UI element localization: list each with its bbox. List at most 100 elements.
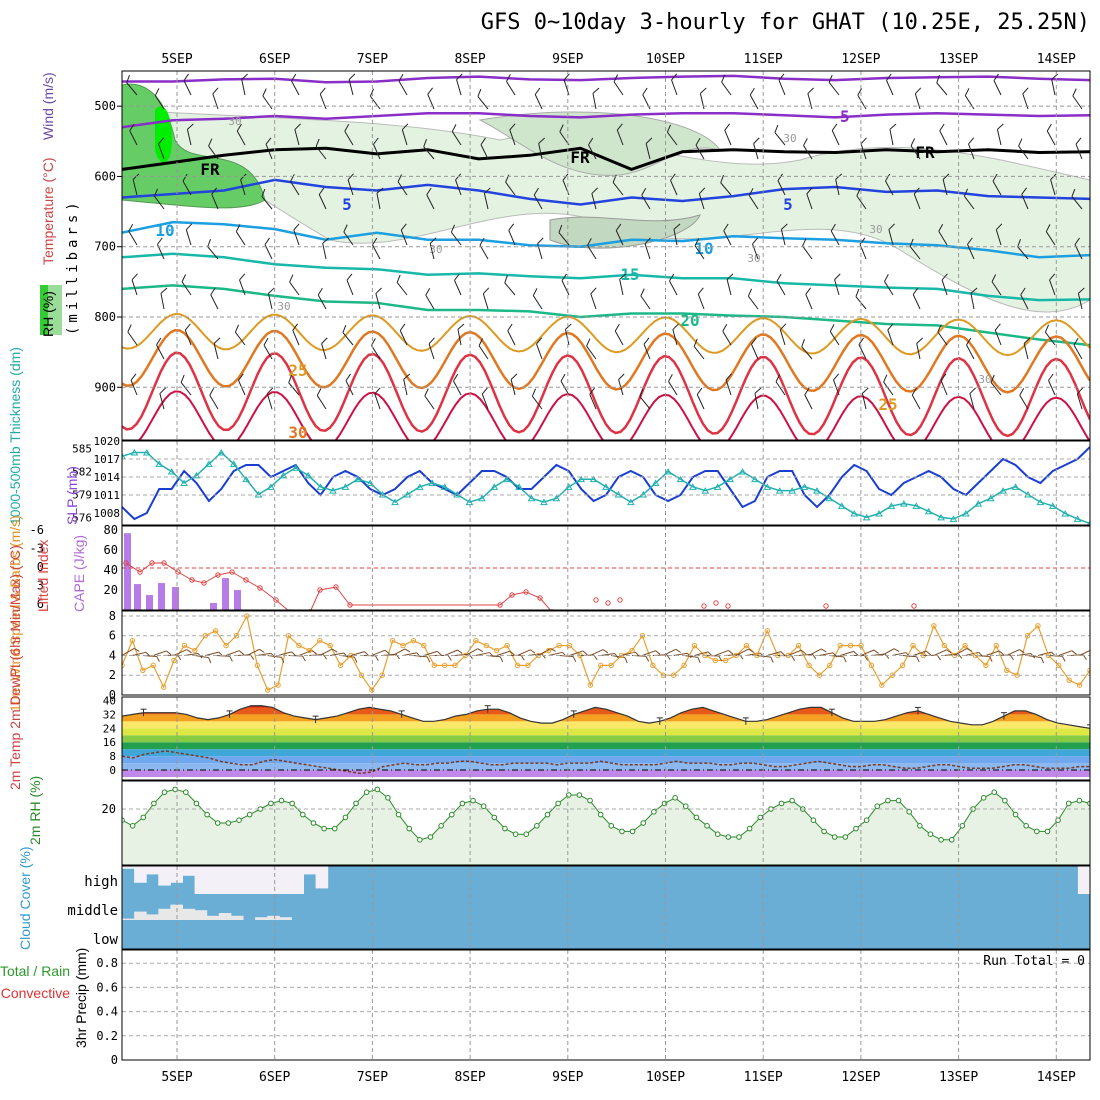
thickness-marker — [924, 507, 933, 515]
isotherm-diurnal — [122, 328, 1090, 394]
wind-barb — [1046, 123, 1056, 146]
contour-label: 25 — [878, 395, 897, 414]
wind-barb — [695, 137, 705, 160]
wind-barb — [779, 323, 787, 346]
temp-band — [122, 756, 1090, 764]
temp-band — [122, 728, 1090, 736]
date-label-top: 11SEP — [744, 52, 783, 67]
wind-speed-marker — [899, 662, 906, 669]
wind-barb — [861, 387, 869, 410]
thickness-marker — [626, 498, 635, 506]
wind-barb — [1072, 88, 1083, 110]
wind-barb — [616, 123, 624, 146]
cloud-high-block — [255, 866, 268, 894]
wind-speed-marker — [275, 682, 281, 688]
pressure-tick-label: 900 — [94, 380, 116, 394]
thickness-marker — [813, 487, 821, 494]
wind-barb-10m — [1089, 652, 1090, 656]
wind-barb-10m — [444, 649, 463, 656]
wind-speed-marker — [546, 647, 552, 654]
rh-marker — [1076, 797, 1083, 804]
run-total-label: Run Total = 0 — [983, 954, 1085, 969]
lifted-index-marker — [523, 589, 529, 595]
temperature-legend-label: Temperature (°C) — [40, 157, 56, 265]
wind-barb — [966, 337, 975, 360]
thickness-marker — [428, 479, 437, 486]
temp-band — [122, 749, 1090, 757]
wind-barb-10m — [215, 654, 233, 662]
rh-marker — [459, 800, 466, 807]
wind-barb — [587, 238, 597, 260]
rh-contour-label: 30 — [869, 223, 882, 236]
wind-barb — [641, 188, 651, 210]
wind-barb — [883, 374, 894, 396]
rh-marker — [193, 800, 200, 807]
temp-band — [122, 735, 1090, 743]
thickness-marker — [651, 479, 660, 486]
wind-speed-marker — [265, 687, 271, 693]
rh-contour-label: 30 — [747, 252, 760, 265]
thickness-marker — [788, 487, 797, 494]
wind-barb-10m — [538, 648, 556, 656]
wind-barb — [158, 137, 165, 160]
wind-barb — [321, 337, 328, 360]
wind-barb — [668, 374, 678, 396]
temp-band — [122, 770, 1090, 777]
wind-speed-marker — [254, 662, 261, 669]
thickness-marker — [204, 460, 213, 467]
contour-label: 10 — [694, 239, 713, 258]
wind-barb — [426, 187, 435, 210]
wind-barb — [208, 138, 219, 160]
date-label-top: 8SEP — [454, 52, 485, 67]
wind-barb — [131, 273, 138, 296]
contour-label: 10 — [155, 221, 174, 240]
wind-barb-10m — [683, 654, 701, 663]
date-label-top: 9SEP — [552, 52, 583, 67]
lifted-index-marker — [911, 603, 917, 609]
wind-barb — [397, 174, 408, 196]
isotherm-p10 — [122, 220, 1090, 259]
wind-barb-10m — [413, 654, 431, 663]
rh-marker — [214, 820, 221, 826]
wind-barb — [828, 74, 840, 96]
wind-speed-marker — [764, 628, 771, 634]
wind-barb — [160, 287, 168, 310]
wind-barb — [184, 323, 192, 346]
wind-speed-marker — [587, 682, 594, 688]
wind-barb — [1071, 188, 1083, 210]
temp-2m-plot — [122, 705, 1090, 777]
cape-li-plot — [122, 533, 1090, 610]
cloud-middle-block — [218, 913, 232, 920]
wind-speed-marker — [525, 662, 531, 669]
thickness-marker — [688, 483, 697, 490]
rh-marker — [597, 811, 604, 818]
cloud-cover-plot — [122, 866, 1090, 949]
wind-barb-10m — [642, 650, 661, 656]
wind-barb — [450, 224, 462, 246]
wind-barb — [316, 388, 327, 410]
date-label-bottom: 7SEP — [357, 1070, 388, 1085]
contour-label: FR — [200, 160, 220, 179]
wind-speed-marker — [514, 662, 521, 669]
wind-barb-10m — [808, 648, 827, 656]
temp-band — [122, 721, 1090, 729]
wind-barb — [344, 124, 354, 146]
lifted-index-marker — [605, 600, 611, 606]
wind-barb — [375, 287, 382, 310]
thickness-marker — [614, 490, 623, 498]
rh-marker — [831, 834, 838, 840]
wind-barb — [886, 73, 894, 96]
wind-barb-10m — [194, 654, 212, 664]
thickness-marker — [912, 502, 921, 509]
lifted-index-marker — [189, 577, 195, 583]
slp-tick-label: 1017 — [94, 453, 121, 466]
thickness-marker — [738, 468, 747, 475]
thickness-marker — [366, 479, 375, 486]
cloud-middle-block — [146, 914, 159, 920]
wind-barb — [586, 338, 597, 360]
thickness-marker — [478, 494, 486, 502]
wind-barb-10m — [371, 649, 390, 656]
wind-barb — [914, 87, 922, 110]
wind-barb — [884, 274, 894, 296]
wind-barb — [533, 187, 543, 210]
